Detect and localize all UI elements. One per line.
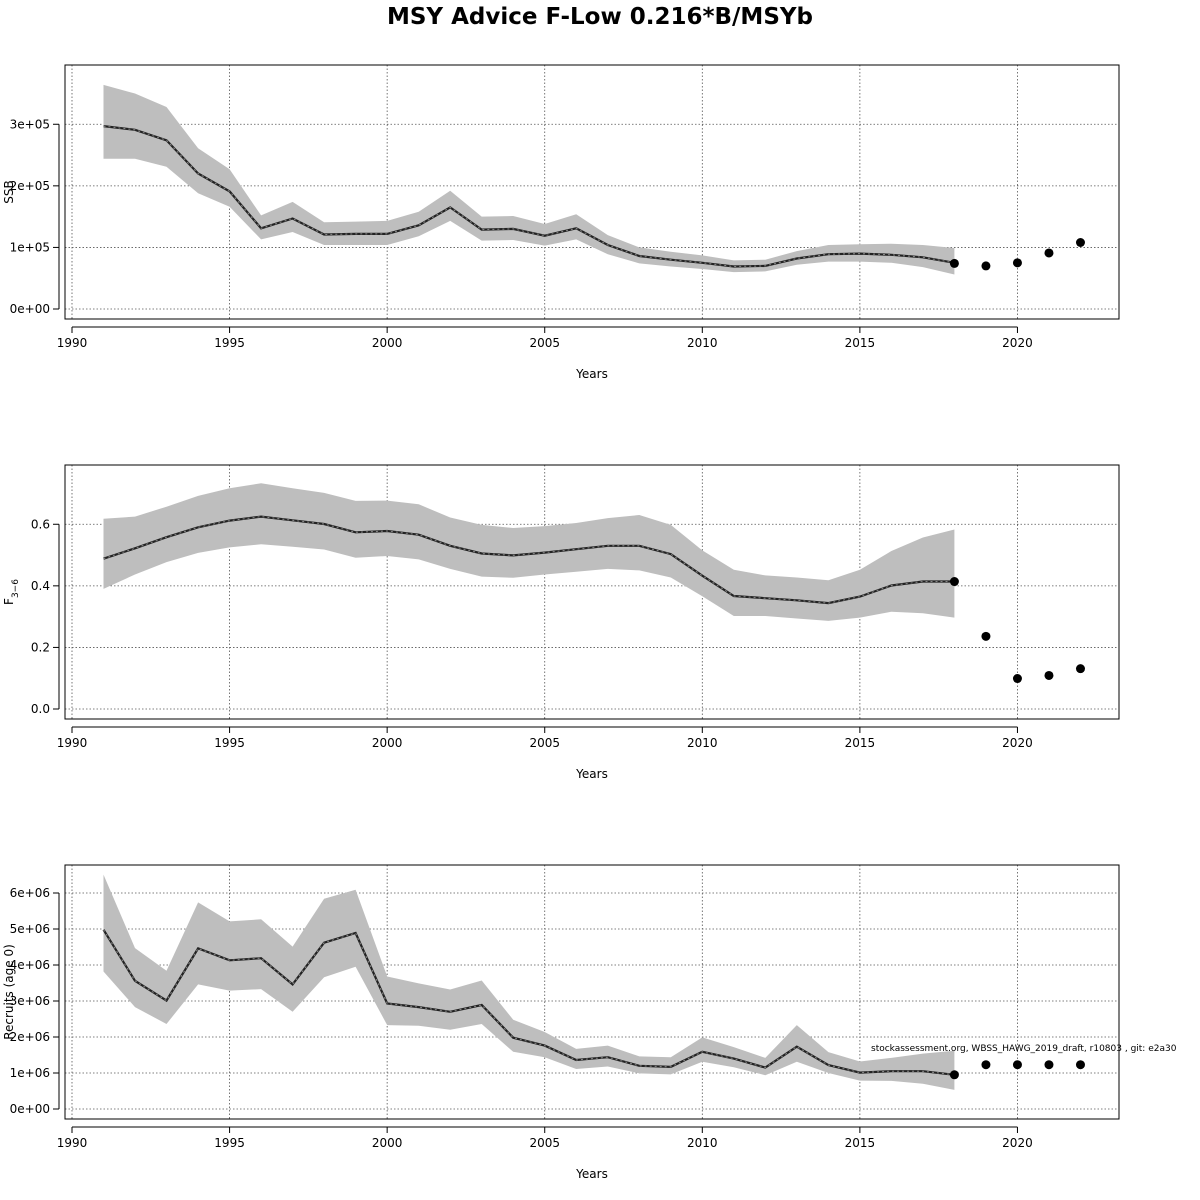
fbar-xtick-label-1: 1995	[214, 736, 245, 750]
fbar-panel: 1990 1995 2000 2005 2010 2015 2020 Years 0.0 0.2 0…	[2, 464, 1120, 781]
recruits-xtick-label-1: 1995	[214, 1136, 245, 1150]
fbar-y-axis-title: F3−6	[2, 579, 21, 605]
ssb-forecast-point-2019	[981, 261, 991, 271]
fbar-forecast-point-2021	[1044, 670, 1054, 680]
ssb-panel: 1990 1995 2000 2005 2010 2015 2020 Years 0e+00 1e…	[2, 64, 1120, 381]
ssb-xtick-label-5: 2015	[845, 336, 876, 350]
ssb-forecast-point-2018	[949, 258, 959, 268]
recruits-ytick-label-1: 1e+06	[10, 1066, 50, 1080]
recruits-x-axis-title: Years	[575, 1167, 608, 1181]
recruits-ytick-label-2: 2e+06	[10, 1030, 50, 1044]
fbar-forecast-point-2020	[1012, 674, 1022, 684]
fbar-xtick-label-5: 2015	[845, 736, 876, 750]
recruits-ytick-label-5: 5e+06	[10, 922, 50, 936]
fbar-confidence-band	[103, 483, 955, 621]
ssb-xtick-label-2: 2000	[372, 336, 403, 350]
ssb-ytick-label-3: 3e+05	[10, 117, 50, 131]
recruits-forecast-point-2022	[1075, 1060, 1085, 1070]
fbar-ytick-label-0: 0.0	[31, 702, 50, 716]
fbar-xtick-label-3: 2005	[529, 736, 560, 750]
recruits-y-axis-title: Recruits (age 0)	[2, 944, 16, 1040]
fbar-ytick-label-2: 0.4	[31, 579, 50, 593]
fbar-estimate-line-dots	[103, 516, 955, 604]
ssb-x-axis-title: Years	[575, 367, 608, 381]
recruits-xtick-label-0: 1990	[57, 1136, 88, 1150]
ssb-forecast-point-2020	[1012, 258, 1022, 268]
ssb-xtick-label-6: 2020	[1002, 336, 1033, 350]
recruits-forecast-point-2019	[981, 1060, 991, 1070]
ssb-xtick-label-4: 2010	[687, 336, 718, 350]
ssb-xtick-label-1: 1995	[214, 336, 245, 350]
recruits-estimate-line	[102, 929, 955, 1076]
ssb-ytick-label-2: 2e+05	[10, 179, 50, 193]
recruits-xtick-label-3: 2005	[529, 1136, 560, 1150]
ssb-ytick-label-1: 1e+05	[10, 240, 50, 254]
recruits-panel: 1990 1995 2000 2005 2010 2015 2020 Years 0e+00 1e…	[2, 864, 1120, 1181]
recruits-ytick-label-0: 0e+00	[10, 1102, 50, 1116]
fbar-ytick-label-3: 0.6	[31, 517, 50, 531]
fbar-xtick-label-0: 1990	[57, 736, 88, 750]
fbar-xtick-label-4: 2010	[687, 736, 718, 750]
recruits-ytick-label-3: 3e+06	[10, 994, 50, 1008]
recruits-xtick-label-5: 2015	[845, 1136, 876, 1150]
recruits-xtick-label-2: 2000	[372, 1136, 403, 1150]
recruits-xtick-label-6: 2020	[1002, 1136, 1033, 1150]
fbar-forecast-point-2022	[1075, 664, 1085, 674]
fbar-y-axis-subscript: 3−6	[11, 579, 21, 598]
ssb-forecast-point-2022	[1075, 237, 1085, 247]
recruits-forecast-point-2018	[949, 1070, 959, 1080]
ssb-estimate-line-dots	[103, 125, 955, 268]
fbar-forecast-point-2018	[949, 577, 959, 587]
recruits-ytick-label-6: 6e+06	[10, 886, 50, 900]
recruits-ytick-label-4: 4e+06	[10, 958, 50, 972]
recruits-confidence-band	[103, 874, 955, 1090]
chart-title: MSY Advice F-Low 0.216*B/MSYb	[387, 4, 813, 30]
fbar-ytick-label-1: 0.2	[31, 640, 50, 654]
fbar-forecast-point-2019	[981, 631, 991, 641]
recruits-plot-box	[64, 864, 1120, 1120]
fbar-xtick-label-2: 2000	[372, 736, 403, 750]
ssb-xtick-label-3: 2005	[529, 336, 560, 350]
ssb-xtick-label-0: 1990	[57, 336, 88, 350]
fbar-xtick-label-6: 2020	[1002, 736, 1033, 750]
ssb-ytick-label-0: 0e+00	[10, 302, 50, 316]
fbar-plot-box	[64, 464, 1120, 720]
footnote: stockassessment.org, WBSS_HAWG_2019_draf…	[871, 1044, 1177, 1054]
recruits-forecast-point-2021	[1044, 1060, 1054, 1070]
ssb-plot-box	[64, 64, 1120, 320]
ssb-forecast-point-2021	[1044, 248, 1054, 258]
ssb-y-axis-title: SSB	[2, 180, 16, 203]
recruits-forecast-point-2020	[1012, 1060, 1022, 1070]
ssb-confidence-band	[103, 84, 955, 275]
recruits-xtick-label-4: 2010	[687, 1136, 718, 1150]
fbar-x-axis-title: Years	[575, 767, 608, 781]
